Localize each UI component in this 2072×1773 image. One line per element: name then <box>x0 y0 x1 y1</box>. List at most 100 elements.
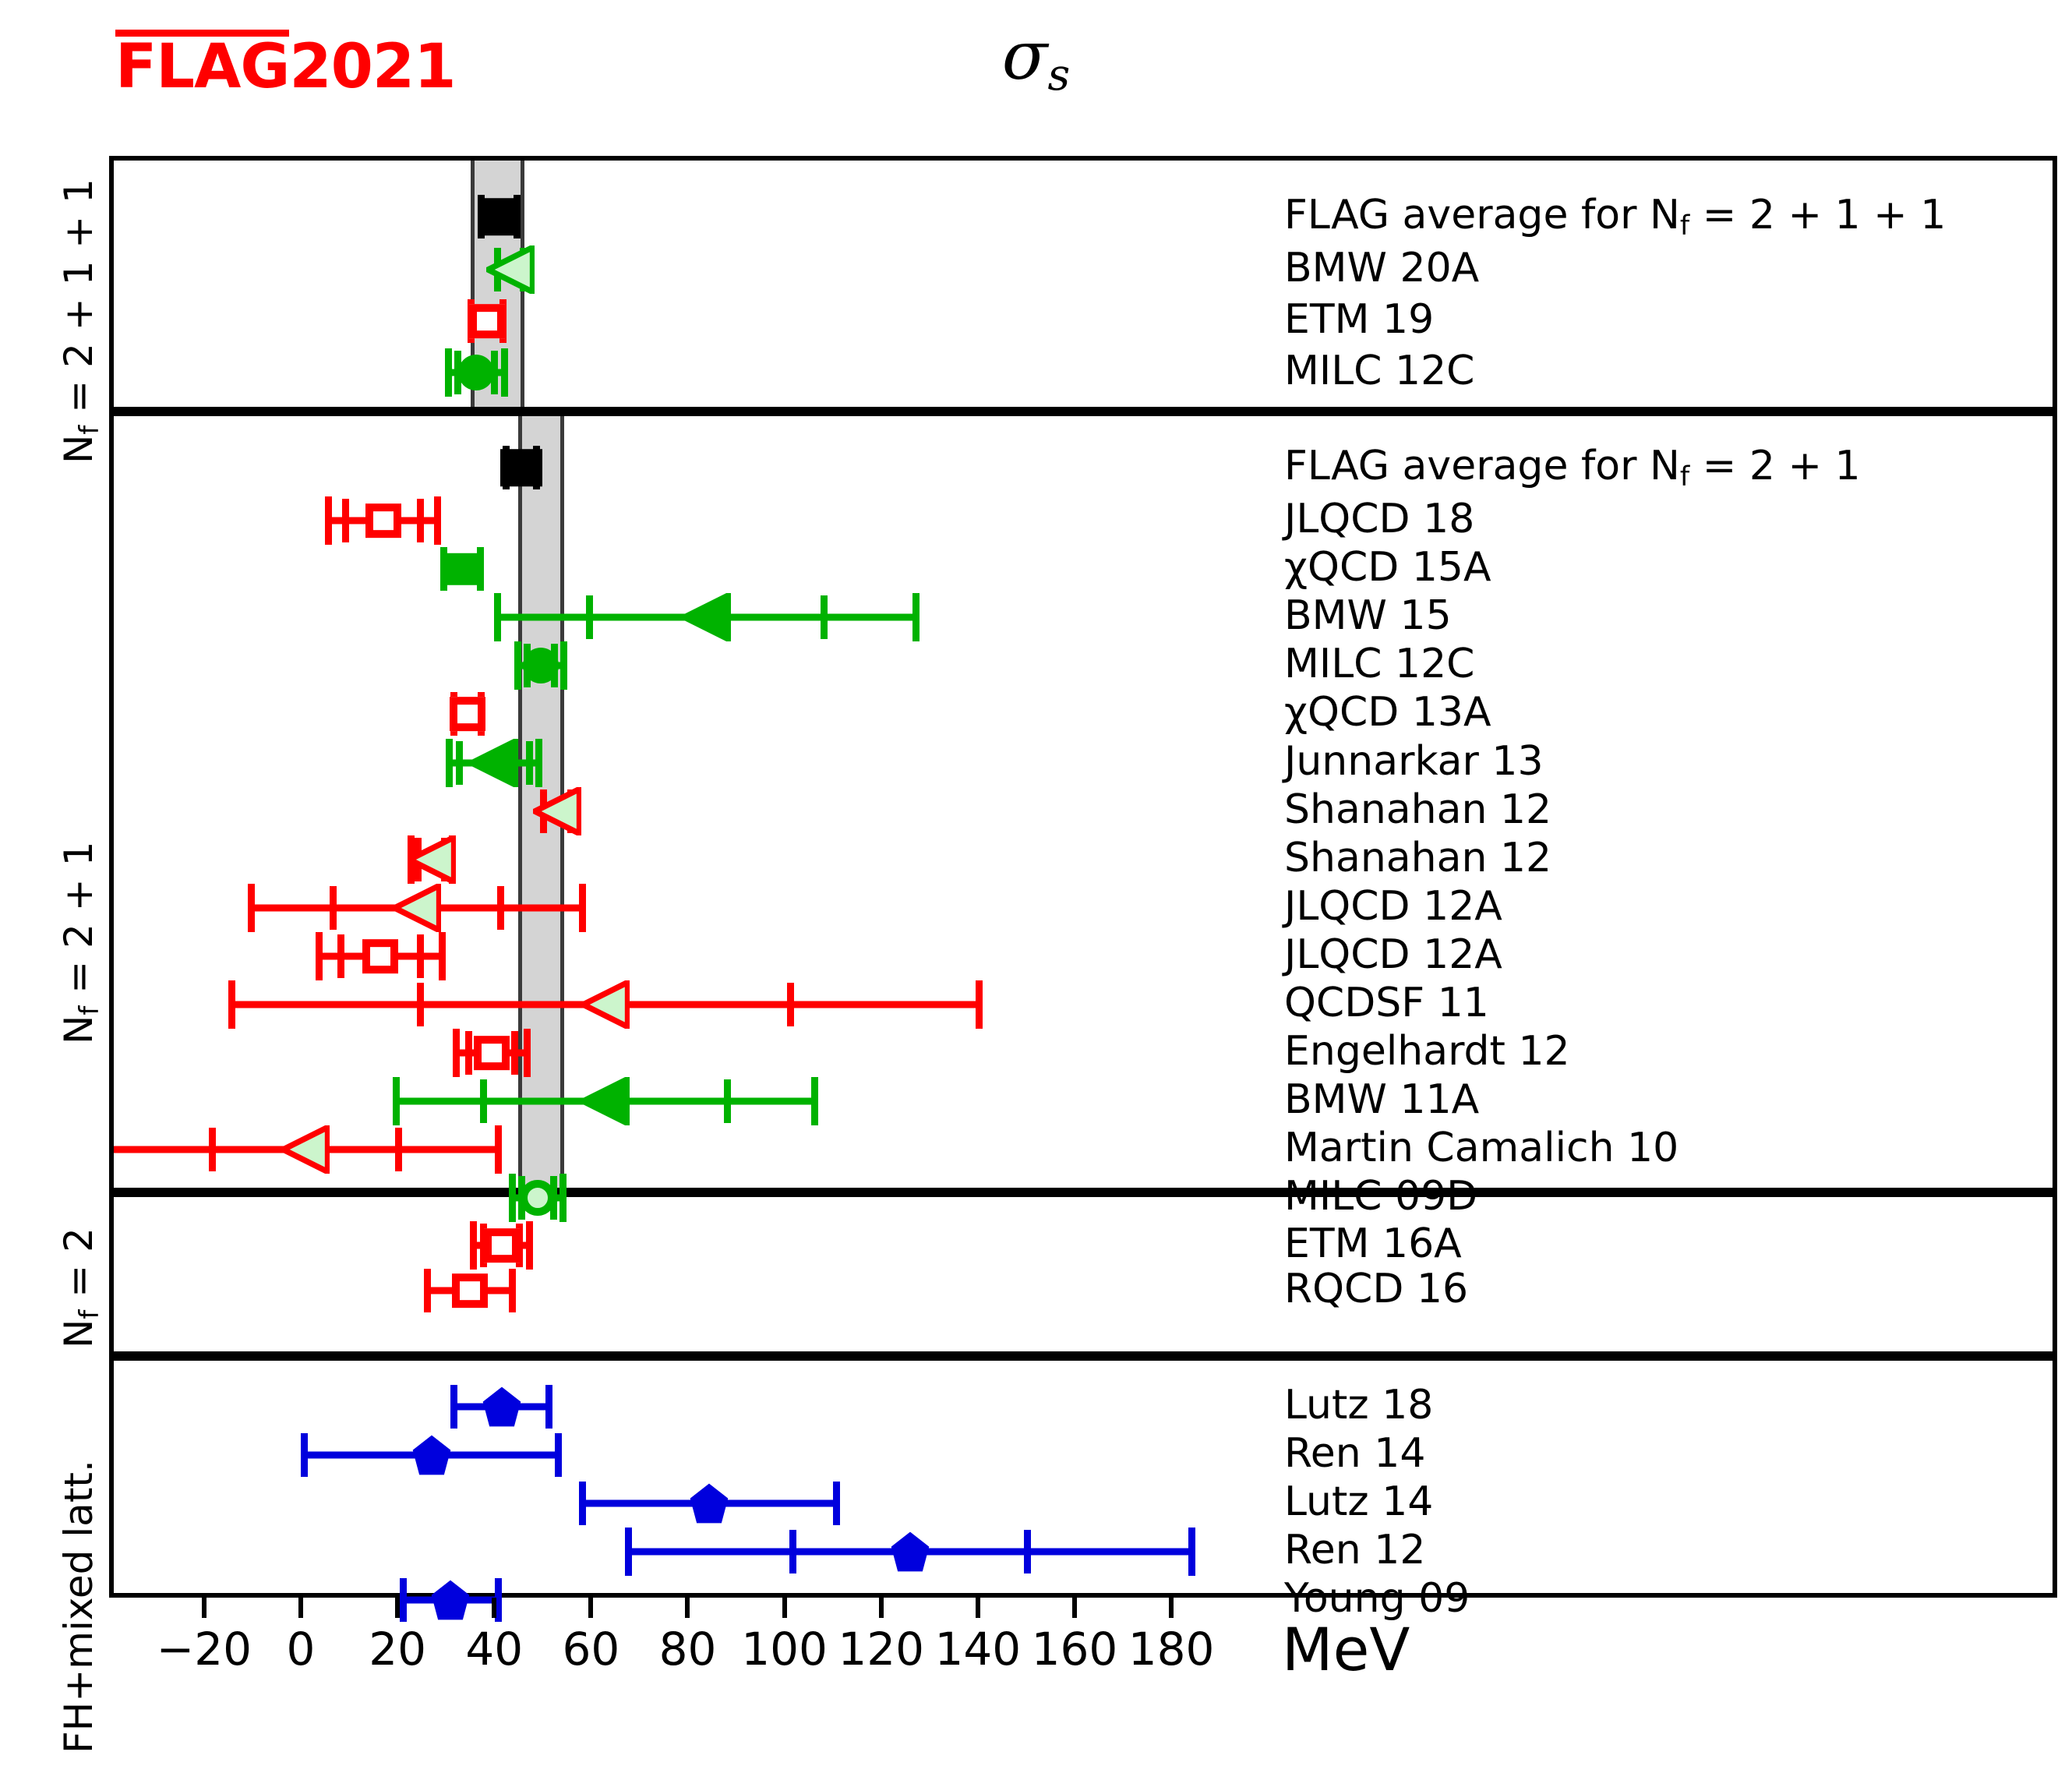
x-tick <box>782 1598 787 1618</box>
group-label-rest: = 2 + 1 + 1 <box>56 178 101 426</box>
entry-label: JLQCD 18 <box>1284 496 1475 542</box>
group-label-sub: f <box>74 425 105 435</box>
error-cap-stat-left <box>479 1079 487 1124</box>
error-cap-stat-right <box>496 885 504 930</box>
marker-pentagon <box>689 1479 730 1528</box>
flag-logo-year: 2021 <box>289 32 456 102</box>
error-cap-stat-right <box>494 1578 502 1622</box>
x-tick-label: 100 <box>741 1623 828 1676</box>
entry-label: BMW 11A <box>1284 1076 1480 1124</box>
x-tick <box>1169 1598 1174 1618</box>
error-cap-total-left <box>453 1029 461 1078</box>
error-cap-total-left <box>624 1528 632 1576</box>
marker-triangle-left-filled <box>683 593 732 642</box>
error-cap-total-right <box>433 496 441 545</box>
marker-pentagon <box>411 1431 452 1479</box>
group-label-n: N <box>56 1319 101 1348</box>
error-cap-stat-left <box>400 1578 408 1622</box>
x-tick <box>1071 1598 1077 1618</box>
error-cap-total-right <box>500 348 508 397</box>
marker-triangle-left-open <box>281 1125 330 1174</box>
marker-pentagon <box>890 1528 931 1576</box>
entry-label: χQCD 13A <box>1284 689 1491 736</box>
entry-label: MILC 09D <box>1284 1173 1478 1220</box>
x-tick-label: 20 <box>369 1623 427 1676</box>
entry-label: RQCD 16 <box>1284 1266 1469 1312</box>
error-cap-stat-right <box>525 740 533 785</box>
x-tick <box>588 1598 594 1618</box>
error-cap-stat-left <box>209 1128 217 1172</box>
error-cap-total-right <box>1188 1528 1196 1576</box>
marker-triangle-left-filled <box>470 738 519 787</box>
entry-label: MILC 12C <box>1284 348 1475 394</box>
x-tick-label: 80 <box>658 1623 717 1676</box>
error-cap-total-left <box>247 883 255 932</box>
entry-label: FLAG average for Nf = 2 + 1 <box>1284 443 1861 493</box>
error-cap-total-right <box>523 1029 531 1078</box>
x-tick-label: 40 <box>465 1623 524 1676</box>
error-cap-total-left <box>508 1174 516 1223</box>
marker-pentagon <box>430 1576 471 1624</box>
entry-label: Ren 12 <box>1284 1527 1426 1573</box>
error-cap-total-left <box>446 738 454 787</box>
x-tick <box>878 1598 884 1618</box>
error-cap-stat-right <box>476 547 484 592</box>
entry-label: χQCD 15A <box>1284 544 1491 592</box>
marker-square-filled <box>443 553 480 585</box>
marker-circle-light <box>520 1180 556 1217</box>
group-axis-label-nf211: Nf = 2 + 1 + 1 <box>56 178 105 464</box>
error-cap-stat-left <box>301 1433 308 1477</box>
group-label-rest: = 2 + 1 <box>56 841 101 1006</box>
entry-label: Martin Camalich 10 <box>1284 1125 1679 1172</box>
error-cap-stat-right <box>787 983 794 1026</box>
error-cap-total-left <box>470 1221 478 1270</box>
marker-square-open <box>468 304 505 338</box>
marker-square-open <box>452 1273 489 1308</box>
page-title: σs <box>0 17 2072 101</box>
error-cap-stat-right <box>555 1433 563 1477</box>
flag-logo-text: FLAG <box>115 30 290 97</box>
group-axis-label-nf2: Nf = 2 <box>56 1227 105 1348</box>
entry-label: Lutz 14 <box>1284 1478 1434 1525</box>
entry-label: BMW 15 <box>1284 592 1452 640</box>
x-tick <box>492 1598 497 1618</box>
marker-triangle-left-open <box>407 835 456 884</box>
panel-frame-nf2 <box>109 1192 2057 1356</box>
panel-frame-nf211 <box>109 156 2057 411</box>
marker-square-open <box>365 503 401 538</box>
group-label-sub: f <box>74 1005 105 1015</box>
error-cap-stat-left <box>416 983 424 1026</box>
marker-square-filled <box>478 198 521 235</box>
error-cap-total-right <box>912 593 920 642</box>
entry-label: ETM 19 <box>1284 296 1435 343</box>
entry-label: Lutz 18 <box>1284 1382 1434 1429</box>
error-cap-stat-right <box>395 1128 403 1172</box>
marker-triangle-left-filled <box>581 1077 630 1126</box>
x-axis-unit-label: MeV <box>1282 1615 1410 1684</box>
marker-triangle-left-open <box>392 883 441 932</box>
error-cap-stat-left <box>586 595 594 640</box>
group-axis-label-nf21: Nf = 2 + 1 <box>56 842 105 1044</box>
entry-label: JLQCD 12A <box>1284 931 1502 978</box>
x-tick <box>298 1598 303 1618</box>
group-label-n: N <box>56 434 101 464</box>
error-cap-total-right <box>559 641 567 690</box>
error-cap-total-left <box>325 496 333 545</box>
entry-label: MILC 12C <box>1284 641 1475 688</box>
marker-triangle-left-open <box>485 245 535 295</box>
entry-label: FLAG average for Nf = 2 + 1 + 1 <box>1284 192 1947 242</box>
error-cap-stat-left <box>479 1224 487 1267</box>
error-cap-stat-left <box>450 1385 458 1429</box>
error-cap-stat-left <box>330 885 337 930</box>
error-cap-stat-right <box>509 1269 517 1312</box>
error-cap-stat-left <box>465 1031 472 1075</box>
error-cap-total-right <box>976 980 983 1029</box>
error-cap-stat-left <box>424 1269 432 1312</box>
marker-square-open <box>474 1036 510 1070</box>
error-cap-stat-right <box>511 1031 519 1075</box>
entry-label: QCDSF 11 <box>1284 980 1489 1026</box>
entry-label: Shanahan 12 <box>1284 834 1552 881</box>
error-cap-stat-right <box>821 595 828 640</box>
error-cap-total-right <box>494 1125 502 1174</box>
title-subscript: s <box>1047 50 1071 101</box>
